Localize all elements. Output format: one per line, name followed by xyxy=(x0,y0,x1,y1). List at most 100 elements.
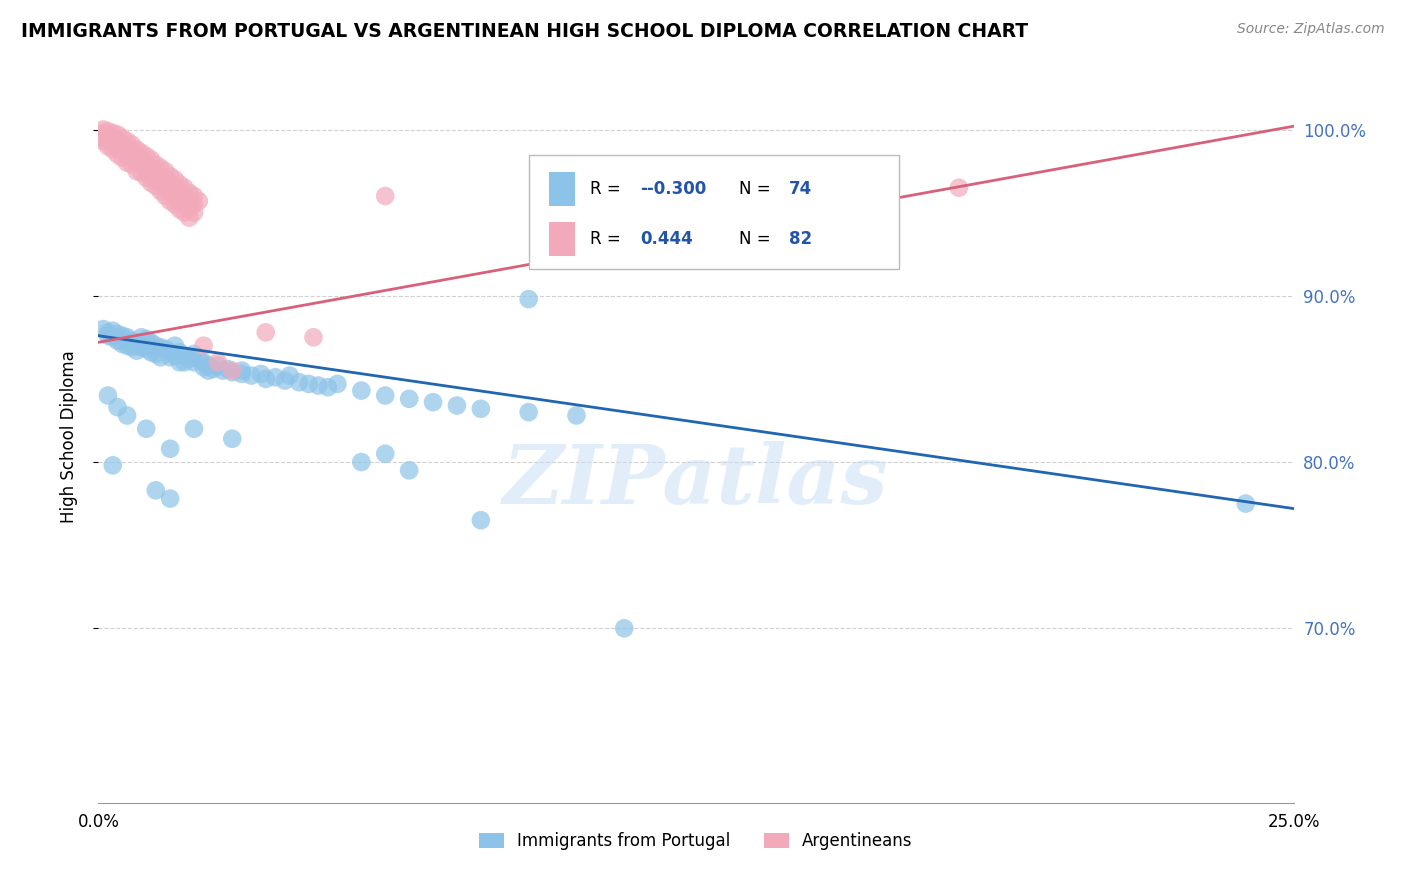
Point xyxy=(97,132,120,146)
Point xyxy=(163,197,186,211)
Point xyxy=(250,367,273,381)
Point xyxy=(163,180,186,194)
Point xyxy=(131,330,153,344)
Point xyxy=(326,376,349,391)
Point xyxy=(240,368,263,383)
Point xyxy=(111,137,134,152)
Point xyxy=(183,189,205,203)
Point xyxy=(316,380,339,394)
Point xyxy=(145,338,167,352)
Point xyxy=(217,362,239,376)
Point xyxy=(613,621,636,635)
Point xyxy=(107,128,129,142)
Point xyxy=(101,458,124,473)
Point xyxy=(179,202,201,217)
Point xyxy=(446,399,468,413)
Point xyxy=(288,375,311,389)
Text: Source: ZipAtlas.com: Source: ZipAtlas.com xyxy=(1237,22,1385,37)
Point xyxy=(111,151,134,165)
Point xyxy=(135,422,157,436)
Point xyxy=(398,463,420,477)
Point xyxy=(115,134,138,148)
Point xyxy=(101,126,124,140)
Point xyxy=(274,374,297,388)
Point xyxy=(159,194,181,208)
Point xyxy=(107,400,129,414)
Point xyxy=(135,170,157,185)
Point xyxy=(145,157,167,171)
Point xyxy=(565,409,588,423)
Point xyxy=(183,205,205,219)
Point xyxy=(159,178,181,192)
Point xyxy=(97,388,120,402)
Point xyxy=(221,432,243,446)
Point xyxy=(111,328,134,343)
Point xyxy=(163,338,186,352)
Point xyxy=(145,483,167,498)
Point xyxy=(159,351,181,365)
Point xyxy=(159,442,181,456)
Text: IMMIGRANTS FROM PORTUGAL VS ARGENTINEAN HIGH SCHOOL DIPLOMA CORRELATION CHART: IMMIGRANTS FROM PORTUGAL VS ARGENTINEAN … xyxy=(21,22,1028,41)
Point xyxy=(278,368,301,383)
Point xyxy=(183,355,205,369)
Point xyxy=(135,332,157,346)
Point xyxy=(254,372,277,386)
Point xyxy=(121,144,143,158)
Point xyxy=(948,180,970,194)
Point xyxy=(193,355,215,369)
Point xyxy=(155,342,177,356)
Point xyxy=(159,186,181,200)
Point xyxy=(221,365,243,379)
Point xyxy=(91,134,114,148)
Point xyxy=(183,347,205,361)
Point xyxy=(149,351,172,365)
Point xyxy=(121,157,143,171)
FancyBboxPatch shape xyxy=(529,155,900,268)
Point xyxy=(121,151,143,165)
Point xyxy=(169,202,191,217)
Point xyxy=(202,362,225,376)
Point xyxy=(139,169,162,183)
Point xyxy=(115,141,138,155)
Point xyxy=(422,395,444,409)
Point xyxy=(139,335,162,350)
Point xyxy=(101,330,124,344)
Point xyxy=(173,349,195,363)
Point xyxy=(131,153,153,167)
Point xyxy=(101,143,124,157)
Text: R =: R = xyxy=(589,229,631,248)
Point xyxy=(101,131,124,145)
Text: --0.300: --0.300 xyxy=(640,180,706,198)
Point xyxy=(131,145,153,160)
Point xyxy=(115,330,138,344)
Point xyxy=(107,141,129,155)
Point xyxy=(135,342,157,356)
Point xyxy=(159,169,181,183)
Point xyxy=(145,179,167,194)
Point xyxy=(139,153,162,167)
Point xyxy=(125,155,148,169)
Legend: Immigrants from Portugal, Argentineans: Immigrants from Portugal, Argentineans xyxy=(472,825,920,856)
Point xyxy=(197,359,219,373)
Point xyxy=(125,164,148,178)
Point xyxy=(149,340,172,354)
Point xyxy=(101,324,124,338)
Point xyxy=(115,155,138,169)
Point xyxy=(101,136,124,150)
Point xyxy=(121,137,143,152)
Point xyxy=(91,126,114,140)
Point xyxy=(155,172,177,186)
Point xyxy=(135,164,157,178)
Point xyxy=(107,334,129,348)
Point xyxy=(1234,497,1257,511)
Text: R =: R = xyxy=(589,180,626,198)
Point xyxy=(350,384,373,398)
Point xyxy=(97,326,120,340)
Point xyxy=(193,360,215,375)
Point xyxy=(125,343,148,358)
Point xyxy=(163,349,186,363)
Point xyxy=(131,159,153,173)
Point xyxy=(97,128,120,142)
Text: N =: N = xyxy=(740,180,776,198)
Point xyxy=(169,355,191,369)
